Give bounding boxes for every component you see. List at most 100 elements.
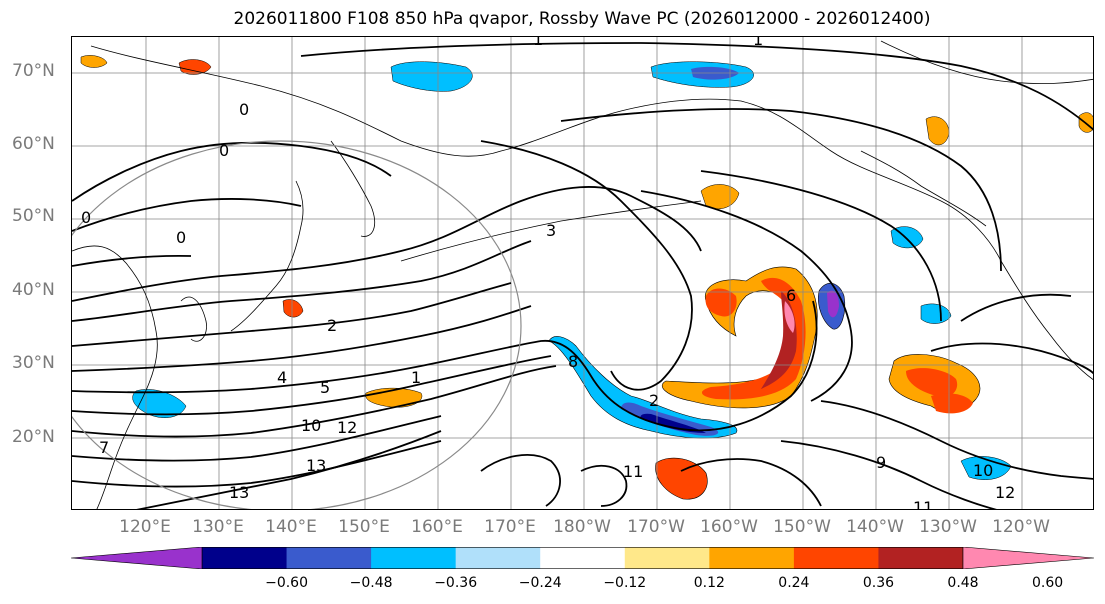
positive-anomaly-small-8 (931, 393, 973, 414)
lon-label-160e: 160°E (411, 517, 463, 537)
lon-label-180w: 180°W (553, 517, 611, 537)
colorbar-segment (286, 547, 372, 569)
colorbar-extend-high (962, 546, 1095, 570)
contour-label: 5 (320, 378, 330, 397)
lon-label-130e: 130°E (192, 517, 244, 537)
map-canvas: 0 0 0 0 1 1 1 2 2 3 4 5 6 7 8 9 10 10 11… (72, 37, 1093, 510)
colorbar-segment (624, 547, 710, 569)
contour-label: 0 (239, 100, 249, 119)
coastline-asia (72, 245, 158, 509)
colorbar-tick-label: 0.60 (1031, 575, 1064, 591)
map-panel: 0 0 0 0 1 1 1 2 2 3 4 5 6 7 8 9 10 10 11… (71, 36, 1094, 510)
coastline-korea (180, 296, 207, 342)
lon-label-140e: 140°E (265, 517, 317, 537)
colorbar-tick-label: −0.12 (603, 575, 647, 591)
colorbar-tick-label: −0.60 (265, 575, 308, 591)
contour-label: 0 (219, 141, 229, 160)
colorbar-segment (371, 547, 457, 569)
contour-label: 9 (876, 453, 886, 472)
negative-anomaly-north-1 (390, 61, 473, 92)
reference-circle (72, 140, 522, 509)
colorbar-tick-label: −0.24 (518, 575, 562, 591)
positive-anomaly-small-2 (925, 116, 950, 146)
colorbar-segment (455, 547, 541, 569)
lon-label-130w: 130°W (919, 517, 977, 537)
contour-label: 0 (81, 208, 91, 227)
colorbar-tick-label: 0.36 (862, 575, 895, 591)
coastline-siberia (90, 45, 622, 157)
contour-label: 12 (995, 483, 1015, 502)
lat-label-40n: 40°N (12, 280, 55, 300)
positive-anomaly-small-4 (178, 59, 212, 75)
contour-label: 12 (337, 418, 357, 437)
shaded-field (80, 55, 1093, 500)
lat-label-50n: 50°N (12, 206, 55, 226)
lon-label-120w: 120°W (992, 517, 1050, 537)
contour-label: 1 (533, 37, 543, 49)
colorbar-tick-label: −0.36 (434, 575, 478, 591)
contour-label: 4 (277, 368, 287, 387)
contour-label: 2 (649, 391, 659, 410)
coastline-japan (230, 180, 304, 332)
contour-label: 11 (623, 462, 643, 481)
lon-label-120e: 120°E (119, 517, 171, 537)
positive-anomaly-west (705, 288, 737, 317)
lat-label-30n: 30°N (12, 353, 55, 373)
contour-label: 3 (546, 221, 556, 240)
colorbar-segment (878, 547, 964, 569)
colorbar-segment (540, 547, 626, 569)
contour-label: 0 (176, 228, 186, 247)
lon-label-140w: 140°W (846, 517, 904, 537)
contour-label: 10 (973, 461, 993, 480)
positive-anomaly-small-3 (700, 184, 740, 210)
lon-label-150w: 150°W (773, 517, 831, 537)
lat-label-60n: 60°N (12, 134, 55, 154)
contour-label: 13 (306, 456, 326, 475)
coastlines (72, 40, 1093, 509)
contour-label: 2 (327, 316, 337, 335)
colorbar-segment (793, 547, 879, 569)
lon-label-160w: 160°W (700, 517, 758, 537)
coastline-alaska-south (860, 150, 987, 227)
contour-label: 6 (786, 286, 796, 305)
coastline-aleutians (400, 200, 702, 262)
positive-anomaly-small-6 (80, 55, 108, 68)
contour-label: 8 (568, 352, 578, 371)
colorbar-segment (709, 547, 795, 569)
contour-label: 7 (99, 438, 109, 457)
contour-label: 13 (229, 483, 249, 502)
colorbar-extend-low (70, 546, 203, 570)
contour-label: 10 (301, 416, 321, 435)
coastline-alaska (620, 98, 1002, 262)
lon-label-170w: 170°W (627, 517, 685, 537)
colorbar-tick-label: 0.48 (947, 575, 979, 591)
colorbar (70, 546, 1095, 573)
positive-anomaly-small-1 (365, 387, 423, 408)
positive-anomaly-south (655, 457, 708, 500)
contour-label: 1 (411, 368, 421, 387)
figure-title: 2026011800 F108 850 hPa qvapor, Rossby W… (233, 9, 931, 29)
colorbar-svg (70, 546, 1095, 570)
colorbar-tick-label: 0.12 (693, 575, 725, 591)
coastline-arctic (880, 40, 1093, 85)
lat-label-20n: 20°N (12, 427, 55, 447)
colorbar-tick-label: −0.48 (349, 575, 393, 591)
coastline-north-america (1000, 260, 1093, 380)
contour-label: 11 (913, 498, 933, 510)
positive-anomaly-east-core (906, 368, 958, 398)
positive-anomaly-small-7 (1078, 112, 1093, 133)
colorbar-tick-label: 0.24 (778, 575, 810, 591)
contours (72, 42, 1093, 509)
negative-anomaly-purple-core (827, 290, 839, 318)
graticule (72, 37, 1093, 509)
lon-label-170e: 170°E (484, 517, 536, 537)
positive-anomaly-small-5 (282, 299, 304, 318)
colorbar-segment (202, 547, 288, 569)
positive-anomaly-pink (784, 301, 795, 333)
negative-anomaly-far-east-2 (920, 303, 952, 324)
negative-anomaly-core (621, 402, 719, 436)
lon-label-150e: 150°E (338, 517, 390, 537)
contour-labels: 0 0 0 0 1 1 1 2 2 3 4 5 6 7 8 9 10 10 11… (81, 37, 1015, 510)
lat-label-70n: 70°N (12, 61, 55, 81)
contour-label: 1 (753, 37, 763, 49)
